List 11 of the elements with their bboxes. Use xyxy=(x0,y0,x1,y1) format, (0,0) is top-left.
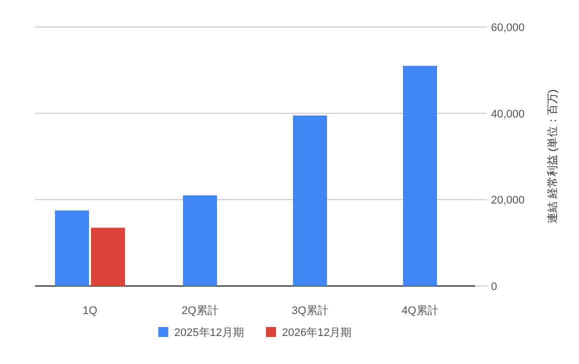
y-tick-label: 60,000 xyxy=(491,22,525,34)
legend-label: 2026年12月期 xyxy=(282,327,352,339)
x-tick-label: 1Q xyxy=(82,305,98,317)
y-axis-title: 連結 経常利益 (単位：百万) xyxy=(546,89,559,224)
x-tick-label: 3Q累計 xyxy=(292,304,328,317)
y-tick-label: 40,000 xyxy=(491,108,525,120)
x-tick-label: 4Q累計 xyxy=(402,304,438,317)
legend-label: 2025年12月期 xyxy=(174,327,244,339)
x-tick-label: 2Q累計 xyxy=(182,304,218,317)
y-tick-label: 0 xyxy=(491,281,498,293)
y-tick-label: 20,000 xyxy=(491,194,525,207)
